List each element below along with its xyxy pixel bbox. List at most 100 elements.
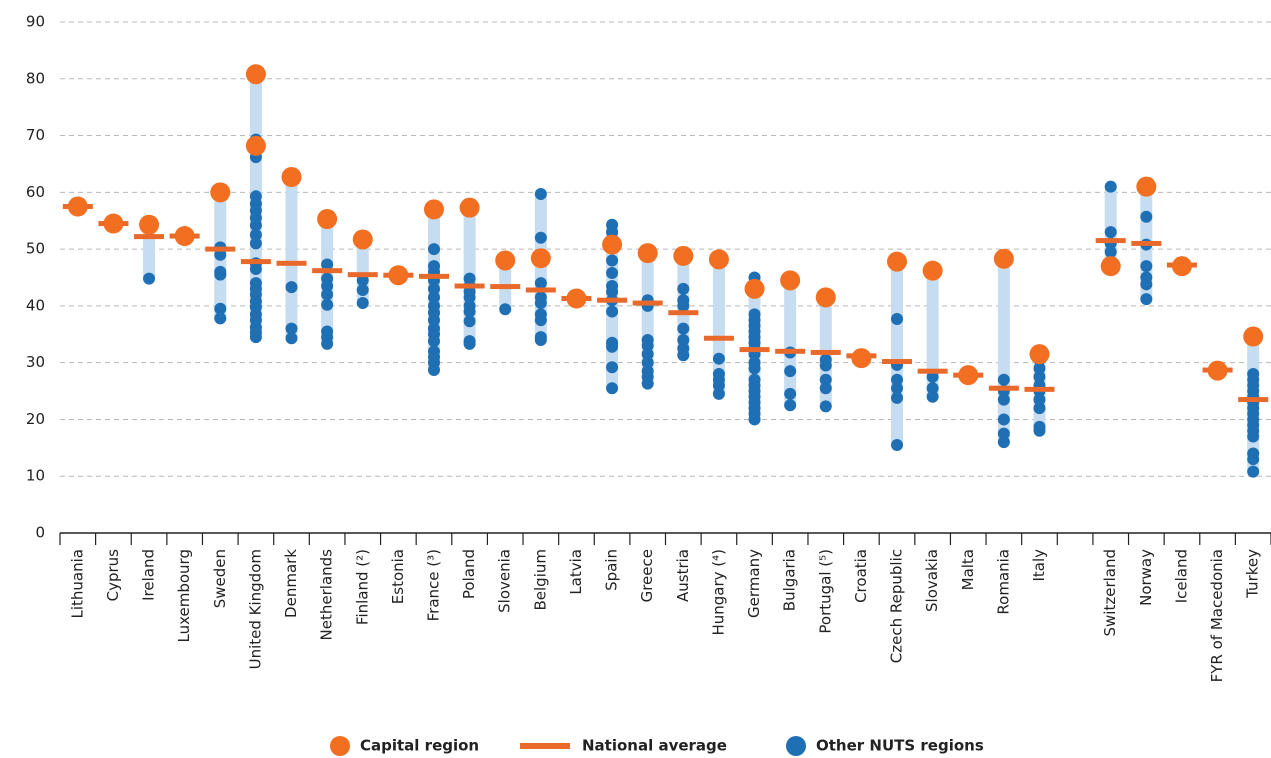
legend-average-swatch — [520, 743, 570, 749]
x-tick-label: United Kingdom — [246, 549, 264, 669]
y-tick-label: 40 — [26, 296, 45, 314]
other-region-point — [1247, 453, 1260, 466]
other-region-point — [926, 370, 939, 383]
legend-other-swatch — [786, 736, 806, 756]
national-average — [1238, 397, 1269, 403]
other-region-point — [1247, 465, 1260, 478]
capital-point — [281, 167, 302, 188]
other-region-point — [926, 382, 939, 395]
capital-point — [495, 250, 516, 271]
x-tick-label: Hungary (⁴) — [709, 549, 727, 636]
capital-point — [139, 214, 160, 235]
x-tick-label: Cyprus — [104, 549, 122, 602]
x-tick-label: Germany — [745, 549, 763, 618]
other-region-point — [748, 362, 761, 375]
legend-capital-swatch — [330, 736, 350, 756]
y-tick-label: 0 — [35, 524, 45, 542]
other-region-point — [463, 291, 476, 304]
x-tick-label: Italy — [1030, 549, 1048, 582]
x-tick-label: Slovenia — [496, 549, 514, 613]
x-tick-label: Luxembourg — [175, 549, 193, 643]
national-average — [988, 385, 1019, 391]
national-average — [276, 260, 307, 266]
y-tick-label: 20 — [26, 410, 45, 428]
x-tick-label: Iceland — [1172, 549, 1190, 603]
averages — [62, 204, 1269, 403]
capital-point — [1029, 344, 1050, 365]
other-region-point — [606, 340, 619, 353]
capital-point — [317, 209, 338, 230]
x-tick-label: Poland — [460, 549, 478, 599]
other-region-point — [997, 393, 1010, 406]
other-region-point — [1033, 402, 1046, 415]
other-region-point — [606, 305, 619, 318]
x-tick-label: Belgium — [531, 549, 549, 611]
other-region-point — [641, 377, 654, 390]
national-average — [632, 300, 663, 306]
other-region-point — [712, 379, 725, 392]
x-tick-label: Sweden — [211, 549, 229, 608]
other-region-point — [463, 315, 476, 328]
other-region-point — [321, 280, 334, 293]
other-region-point — [321, 298, 334, 311]
other-region-point — [784, 387, 797, 400]
other-region-point — [748, 413, 761, 426]
x-tick-label: Austria — [674, 549, 692, 602]
other-region-point — [285, 322, 298, 335]
other-region-point — [463, 305, 476, 318]
other-region-point — [641, 348, 654, 361]
other-region-point — [285, 281, 298, 294]
national-average — [597, 297, 628, 303]
capital-point — [1100, 256, 1121, 277]
other-region-point — [1033, 424, 1046, 437]
x-tick-label: Latvia — [567, 549, 585, 595]
other-region-point — [997, 436, 1010, 449]
x-tick-label: Bulgaria — [781, 549, 799, 611]
x-tick-label: Portugal (⁵) — [816, 549, 834, 634]
other-region-point — [1033, 362, 1046, 375]
other-region-point — [712, 352, 725, 365]
capital-point — [352, 229, 373, 250]
national-average — [703, 335, 734, 341]
other-region-point — [677, 322, 690, 335]
national-average — [810, 349, 841, 355]
other-region-point — [819, 359, 832, 372]
other-region-point — [321, 258, 334, 271]
other-region-point — [784, 365, 797, 378]
x-tick-label: Greece — [638, 549, 656, 602]
capital-point — [1136, 176, 1157, 197]
national-average — [490, 284, 521, 290]
range-bar — [891, 261, 904, 445]
other-region-point — [926, 390, 939, 403]
x-tick-label: France (³) — [424, 549, 442, 621]
other-region-point — [249, 262, 262, 275]
other-region-point — [606, 361, 619, 374]
national-average — [917, 368, 948, 374]
other-region-point — [606, 285, 619, 298]
other-region-point — [784, 399, 797, 412]
capital-point — [708, 249, 729, 270]
other-region-point — [534, 231, 547, 244]
other-region-point — [606, 382, 619, 395]
x-tick-label: FYR of Macedonia — [1208, 549, 1226, 682]
capital-point — [210, 182, 231, 203]
legend-text: National average — [582, 737, 727, 755]
national-average — [205, 246, 236, 252]
other-region-point — [997, 413, 1010, 426]
other-region-point — [427, 291, 440, 304]
national-average — [240, 259, 271, 265]
other-region-point — [427, 314, 440, 327]
x-tick-label: Ireland — [140, 549, 158, 601]
other-region-point — [1104, 245, 1117, 258]
other-region-point — [249, 237, 262, 250]
x-tick-label: Norway — [1137, 549, 1155, 606]
national-average — [312, 268, 343, 274]
capital-point — [423, 199, 444, 220]
capital-point — [530, 248, 551, 269]
other-region-point — [249, 219, 262, 232]
other-region-point — [1104, 180, 1117, 193]
capital-point — [459, 197, 480, 218]
other-region-point — [606, 266, 619, 279]
other-region-point — [891, 391, 904, 404]
